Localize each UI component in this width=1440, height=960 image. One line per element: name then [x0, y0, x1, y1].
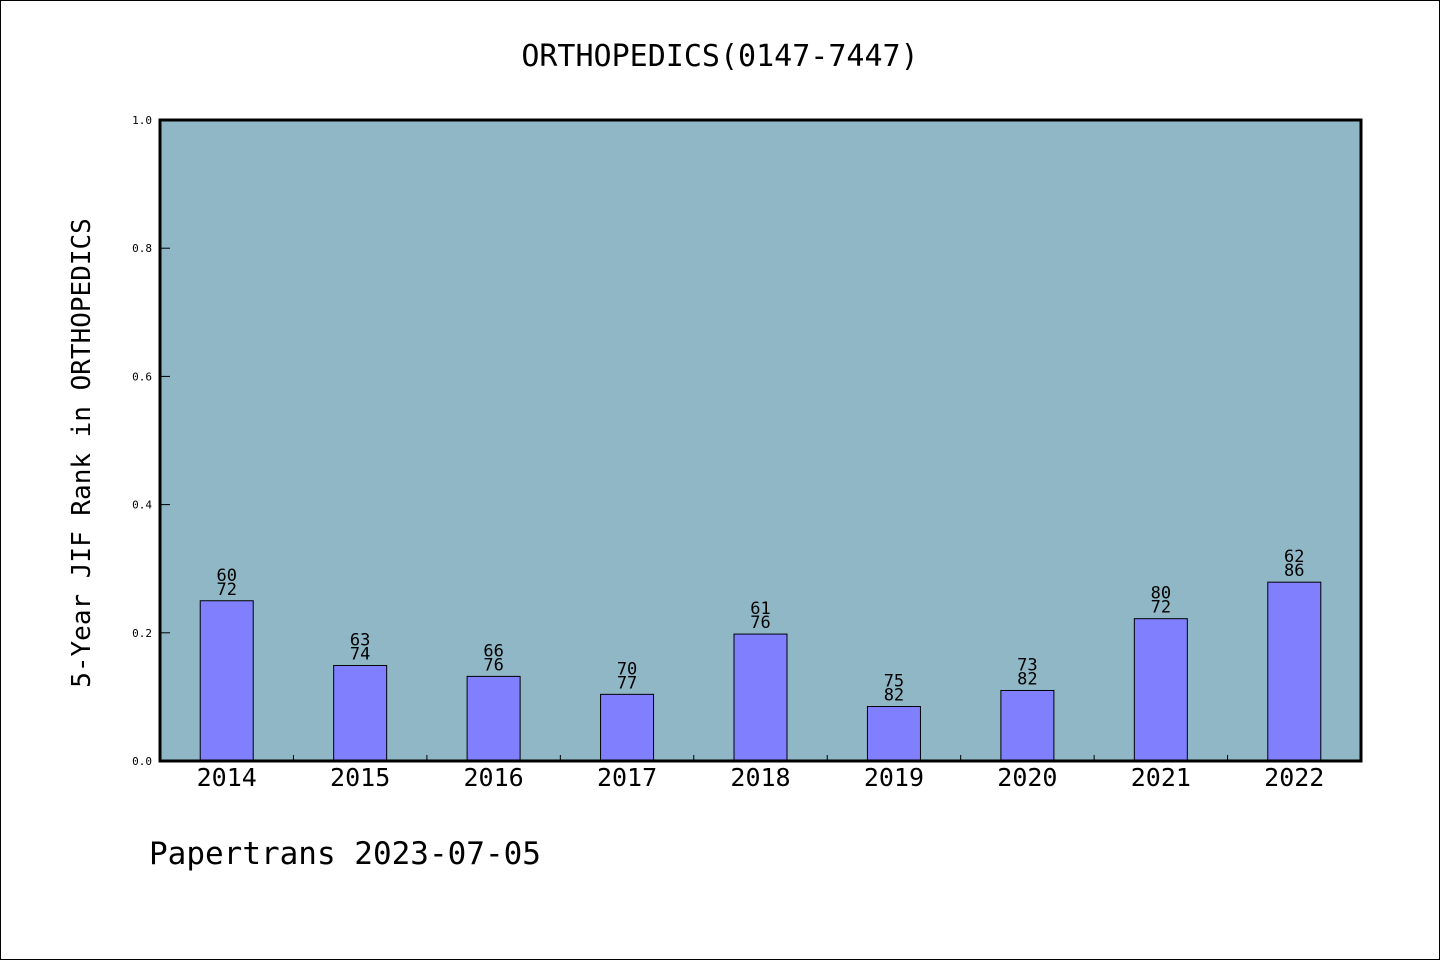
x-tick-label-2020: 2020: [997, 763, 1057, 792]
x-tick-label-2014: 2014: [197, 763, 257, 792]
data-label-top-2019: 75: [884, 672, 904, 692]
y-tick-label-0.4: 0.4: [132, 499, 152, 512]
bar-2022: [1267, 581, 1322, 762]
data-label-bottom-2022: 86: [1284, 561, 1304, 581]
x-tick-label-2018: 2018: [730, 763, 790, 792]
data-label-bottom-2019: 82: [884, 686, 904, 706]
y-axis-label: 5-Year JIF Rank in ORTHOPEDICS: [67, 218, 97, 688]
data-label-top-2021: 80: [1151, 584, 1171, 604]
x-tick-label-2016: 2016: [464, 763, 524, 792]
y-tick-label-1.0: 1.0: [132, 114, 152, 127]
data-label-top-2018: 61: [750, 599, 770, 619]
bars-group: [199, 581, 1322, 762]
data-label-bottom-2015: 74: [350, 644, 370, 664]
data-label-top-2014: 60: [216, 566, 236, 586]
data-label-bottom-2014: 72: [216, 580, 236, 600]
x-tick-label-2015: 2015: [330, 763, 390, 792]
data-label-top-2016: 66: [483, 641, 503, 661]
data-label-top-2015: 63: [350, 630, 370, 650]
bar-2016: [466, 675, 521, 762]
y-tick-label-0.2: 0.2: [132, 627, 152, 640]
x-axis: 2014 2015 2016 2017 2018 2019 2020 2021 2022: [197, 755, 1324, 792]
data-label-bottom-2016: 76: [483, 655, 503, 675]
data-label-top-2022: 62: [1284, 547, 1304, 567]
x-tick-label-2022: 2022: [1264, 763, 1324, 792]
data-label-bottom-2017: 77: [617, 673, 637, 693]
bar-2014: [199, 600, 254, 762]
bar-2020: [1000, 689, 1055, 762]
data-label-top-2020: 73: [1017, 655, 1037, 675]
bar-2018: [733, 633, 788, 762]
bar-2017: [600, 693, 655, 762]
bar-2019: [866, 706, 921, 762]
chart-title: ORTHOPEDICS(0147-7447): [521, 39, 918, 74]
data-label-bottom-2018: 76: [750, 613, 770, 633]
y-axis: 0.0 0.2 0.4 0.6 0.8 1.0: [132, 114, 170, 768]
data-label-top-2017: 70: [617, 659, 637, 679]
x-tick-label-2021: 2021: [1131, 763, 1191, 792]
y-tick-label-0.8: 0.8: [132, 242, 152, 255]
bar-2021: [1133, 618, 1188, 762]
x-tick-label-2019: 2019: [864, 763, 924, 792]
plot-border: [158, 118, 1363, 763]
x-tick-label-2017: 2017: [597, 763, 657, 792]
y-tick-label-0.0: 0.0: [132, 755, 152, 768]
data-label-bottom-2021: 72: [1151, 598, 1171, 618]
y-tick-label-0.6: 0.6: [132, 370, 152, 383]
bar-2015: [333, 664, 388, 762]
footer-text: Papertrans 2023-07-05: [149, 836, 541, 872]
data-label-bottom-2020: 82: [1017, 669, 1037, 689]
